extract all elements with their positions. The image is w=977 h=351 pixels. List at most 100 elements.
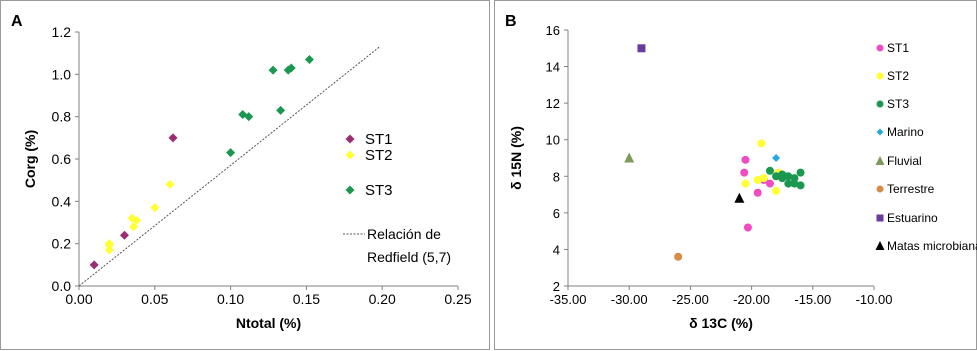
data-point-st1 xyxy=(743,223,752,232)
x-tick-label: -10.00 xyxy=(856,292,893,307)
data-point-st2 xyxy=(132,215,142,225)
legend-marker-terrestre xyxy=(876,185,884,193)
data-point-st2 xyxy=(104,239,114,249)
legend-label-matas-microbianas: Matas microbianas xyxy=(887,239,977,253)
legend-marker-fluvial xyxy=(875,156,885,165)
x-tick-label: -30.00 xyxy=(611,292,648,307)
legend-label-st3: ST3 xyxy=(887,97,909,111)
x-tick-label: -15.00 xyxy=(794,292,831,307)
legend-marker-st1 xyxy=(876,44,884,52)
y-tick-label: 0.6 xyxy=(52,151,72,167)
x-tick-label: 0.00 xyxy=(65,291,92,307)
panel-a: A 0.00 0.05 0.10 0.15 0.20 0.25 0.0 0.2 0.4 0.6 0.… xyxy=(0,0,490,350)
x-tick-label: 0.05 xyxy=(141,291,168,307)
y-axis-title: δ 15N (%) xyxy=(508,126,524,190)
y-tick-label: 14 xyxy=(546,60,560,75)
y-tick-label: 10 xyxy=(546,133,560,148)
y-axis-title: Corg (%) xyxy=(22,130,38,188)
data-point-st2 xyxy=(129,222,139,232)
legend-label-marino: Marino xyxy=(887,125,924,139)
chart-a-svg: 0.00 0.05 0.10 0.15 0.20 0.25 0.0 0.2 0.4 0.6 0.8 1… xyxy=(22,24,472,331)
data-point-st2 xyxy=(741,179,750,188)
data-point-st2 xyxy=(150,203,160,213)
y-tick-label: 4 xyxy=(553,242,560,257)
data-point-st1 xyxy=(89,260,99,270)
legend-label-terrestre: Terrestre xyxy=(887,182,935,196)
legend-marker-marino xyxy=(876,128,884,136)
data-point-st2 xyxy=(165,179,175,189)
data-point-fluvial xyxy=(624,152,635,163)
legend-label-st3: ST3 xyxy=(365,182,393,199)
data-point-st1 xyxy=(119,230,129,240)
legend-marker-matas-microbianas xyxy=(875,241,885,250)
data-point-st3 xyxy=(268,65,278,75)
data-point-st3 xyxy=(276,105,286,115)
data-point-st2 xyxy=(753,175,762,184)
panel-b-letter: B xyxy=(505,13,517,30)
data-point-st3 xyxy=(286,63,296,73)
legend-label-st2: ST2 xyxy=(887,69,909,83)
x-axis-title: δ 13C (%) xyxy=(689,315,753,331)
data-point-marino xyxy=(772,154,781,162)
y-tick-label: 0.0 xyxy=(52,278,72,294)
panel-b: B -35.00 -30.00 -25.00 -20.00 -15.00 -10.00 2 4… xyxy=(494,0,977,350)
legend-label-st2: ST2 xyxy=(365,147,393,164)
data-point-st3 xyxy=(244,112,254,122)
legend-marker-st1 xyxy=(345,134,355,144)
legend-marker-st2 xyxy=(345,150,355,160)
redfield-reference-line xyxy=(78,46,380,287)
data-point-st2 xyxy=(772,186,781,195)
data-point-st3 xyxy=(765,166,774,175)
chart-b-svg: -35.00 -30.00 -25.00 -20.00 -15.00 -10.00 2 4 6 8… xyxy=(508,23,977,331)
legend-label-estuarino: Estuarino xyxy=(887,211,938,225)
data-point-st3 xyxy=(784,179,793,188)
y-tick-label: 16 xyxy=(546,23,560,38)
y-tick-label: 0.8 xyxy=(52,109,72,125)
x-tick-label: -35.00 xyxy=(550,292,587,307)
data-point-st3 xyxy=(796,181,805,190)
data-point-matas-microbianas xyxy=(734,192,745,203)
data-point-st1 xyxy=(168,133,178,143)
data-point-st3 xyxy=(790,174,799,183)
data-point-terrestre xyxy=(674,252,683,261)
data-point-estuarino xyxy=(637,44,646,53)
data-point-st1 xyxy=(740,168,749,177)
data-point-st2 xyxy=(757,139,766,148)
panel-a-letter: A xyxy=(11,13,23,30)
data-point-st3 xyxy=(778,170,787,179)
legend-label-st1: ST1 xyxy=(365,131,393,148)
data-point-st3 xyxy=(790,179,799,188)
y-tick-label: 1.2 xyxy=(52,24,72,40)
x-tick-label: 0.25 xyxy=(444,291,471,307)
y-tick-label: 0.2 xyxy=(52,236,72,252)
data-point-st3 xyxy=(772,172,781,181)
legend-label-redfield-line1: Relación de xyxy=(367,226,441,242)
data-point-st3 xyxy=(304,55,314,65)
data-point-st3 xyxy=(784,172,793,181)
data-point-st3 xyxy=(796,168,805,177)
y-tick-label: 2 xyxy=(553,279,560,294)
x-tick-label: 0.20 xyxy=(369,291,396,307)
x-tick-label: 0.15 xyxy=(293,291,320,307)
legend-label-st1: ST1 xyxy=(887,41,909,55)
y-tick-label: 8 xyxy=(553,169,560,184)
legend-marker-st2 xyxy=(876,72,884,80)
legend-label-redfield-line2: Redfield (5,7) xyxy=(367,249,451,265)
y-tick-label: 6 xyxy=(553,206,560,221)
legend-marker-st3 xyxy=(345,185,355,195)
x-tick-label: 0.10 xyxy=(217,291,244,307)
legend-marker-st3 xyxy=(876,100,884,108)
y-tick-label: 12 xyxy=(546,96,560,111)
data-point-st1 xyxy=(753,188,762,197)
y-tick-label: 0.4 xyxy=(52,193,72,209)
legend-marker-estuarino xyxy=(876,214,884,222)
x-tick-label: -20.00 xyxy=(733,292,770,307)
data-point-st1 xyxy=(765,179,774,188)
x-tick-label: -25.00 xyxy=(672,292,709,307)
data-point-st2 xyxy=(759,174,768,183)
legend-label-fluvial: Fluvial xyxy=(887,154,922,168)
x-axis-title: Ntotal (%) xyxy=(236,315,301,331)
data-point-st1 xyxy=(741,155,750,164)
data-point-st3 xyxy=(226,148,236,158)
y-tick-label: 1.0 xyxy=(52,66,72,82)
